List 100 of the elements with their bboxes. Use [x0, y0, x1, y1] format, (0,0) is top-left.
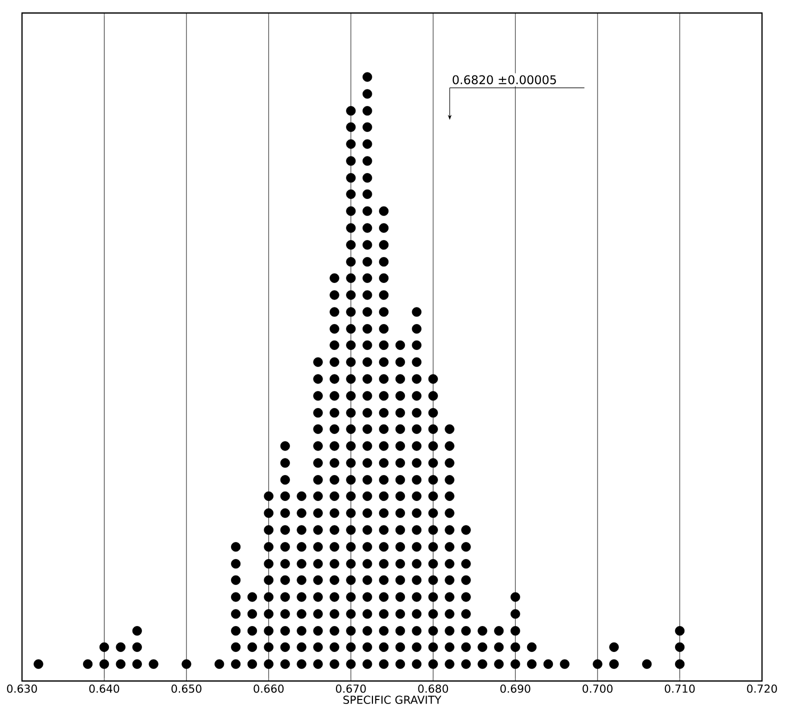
point	[346, 559, 356, 569]
point	[362, 324, 372, 334]
x-tick-label: 0.670	[336, 684, 366, 693]
point	[428, 491, 438, 501]
point	[330, 475, 340, 485]
point	[296, 525, 306, 535]
point	[395, 391, 406, 401]
point	[313, 357, 323, 367]
point	[116, 642, 126, 652]
point	[313, 542, 323, 552]
point	[346, 240, 356, 250]
point	[346, 642, 356, 652]
point	[444, 559, 454, 569]
point	[444, 592, 454, 602]
point	[247, 626, 258, 636]
point	[346, 324, 356, 334]
point	[412, 475, 422, 485]
point	[412, 307, 422, 317]
point	[510, 642, 520, 652]
point	[230, 559, 241, 569]
point	[346, 391, 356, 401]
point	[313, 508, 323, 518]
x-tick-label: 0.640	[89, 684, 120, 693]
point	[230, 542, 241, 552]
point	[346, 273, 356, 283]
point	[362, 525, 372, 535]
point	[412, 324, 422, 334]
point	[362, 659, 372, 669]
point	[182, 659, 192, 669]
point	[264, 592, 274, 602]
point	[428, 592, 438, 602]
point	[478, 642, 488, 652]
point	[346, 106, 356, 116]
point	[378, 491, 389, 501]
point	[395, 441, 406, 451]
point	[132, 626, 142, 636]
point	[280, 508, 290, 518]
point	[264, 626, 274, 636]
point	[378, 374, 389, 384]
point	[412, 391, 422, 401]
point	[560, 659, 570, 669]
x-tick-label: 0.700	[582, 684, 613, 693]
point	[346, 122, 356, 132]
point	[330, 559, 340, 569]
point	[395, 508, 406, 518]
point	[362, 542, 372, 552]
point	[280, 642, 290, 652]
point	[330, 525, 340, 535]
point	[428, 408, 438, 418]
point	[132, 642, 142, 652]
point	[526, 642, 537, 652]
point	[362, 307, 372, 317]
point	[428, 458, 438, 468]
point	[330, 391, 340, 401]
point	[330, 307, 340, 317]
point	[395, 340, 406, 350]
point	[280, 575, 290, 585]
point	[346, 508, 356, 518]
point	[346, 475, 356, 485]
point	[412, 374, 422, 384]
point	[444, 424, 454, 434]
point	[362, 273, 372, 283]
point	[378, 559, 389, 569]
point	[494, 626, 504, 636]
point	[330, 324, 340, 334]
point	[313, 525, 323, 535]
point	[362, 357, 372, 367]
point	[346, 206, 356, 216]
point	[592, 659, 602, 669]
point	[444, 609, 454, 619]
point	[230, 609, 241, 619]
point	[264, 559, 274, 569]
point	[510, 626, 520, 636]
point	[330, 290, 340, 300]
point	[362, 290, 372, 300]
point	[378, 257, 389, 267]
point	[296, 575, 306, 585]
point	[346, 189, 356, 199]
point	[395, 408, 406, 418]
point	[412, 592, 422, 602]
point	[609, 642, 619, 652]
point	[330, 491, 340, 501]
point	[378, 408, 389, 418]
point	[362, 89, 372, 99]
point	[330, 458, 340, 468]
point	[461, 542, 471, 552]
point	[362, 391, 372, 401]
point	[444, 626, 454, 636]
point	[330, 441, 340, 451]
point	[280, 559, 290, 569]
point	[362, 408, 372, 418]
point	[378, 592, 389, 602]
point	[247, 592, 258, 602]
point	[296, 642, 306, 652]
point	[461, 525, 471, 535]
point	[412, 542, 422, 552]
point	[362, 424, 372, 434]
point	[82, 659, 93, 669]
point	[395, 475, 406, 485]
point	[461, 626, 471, 636]
